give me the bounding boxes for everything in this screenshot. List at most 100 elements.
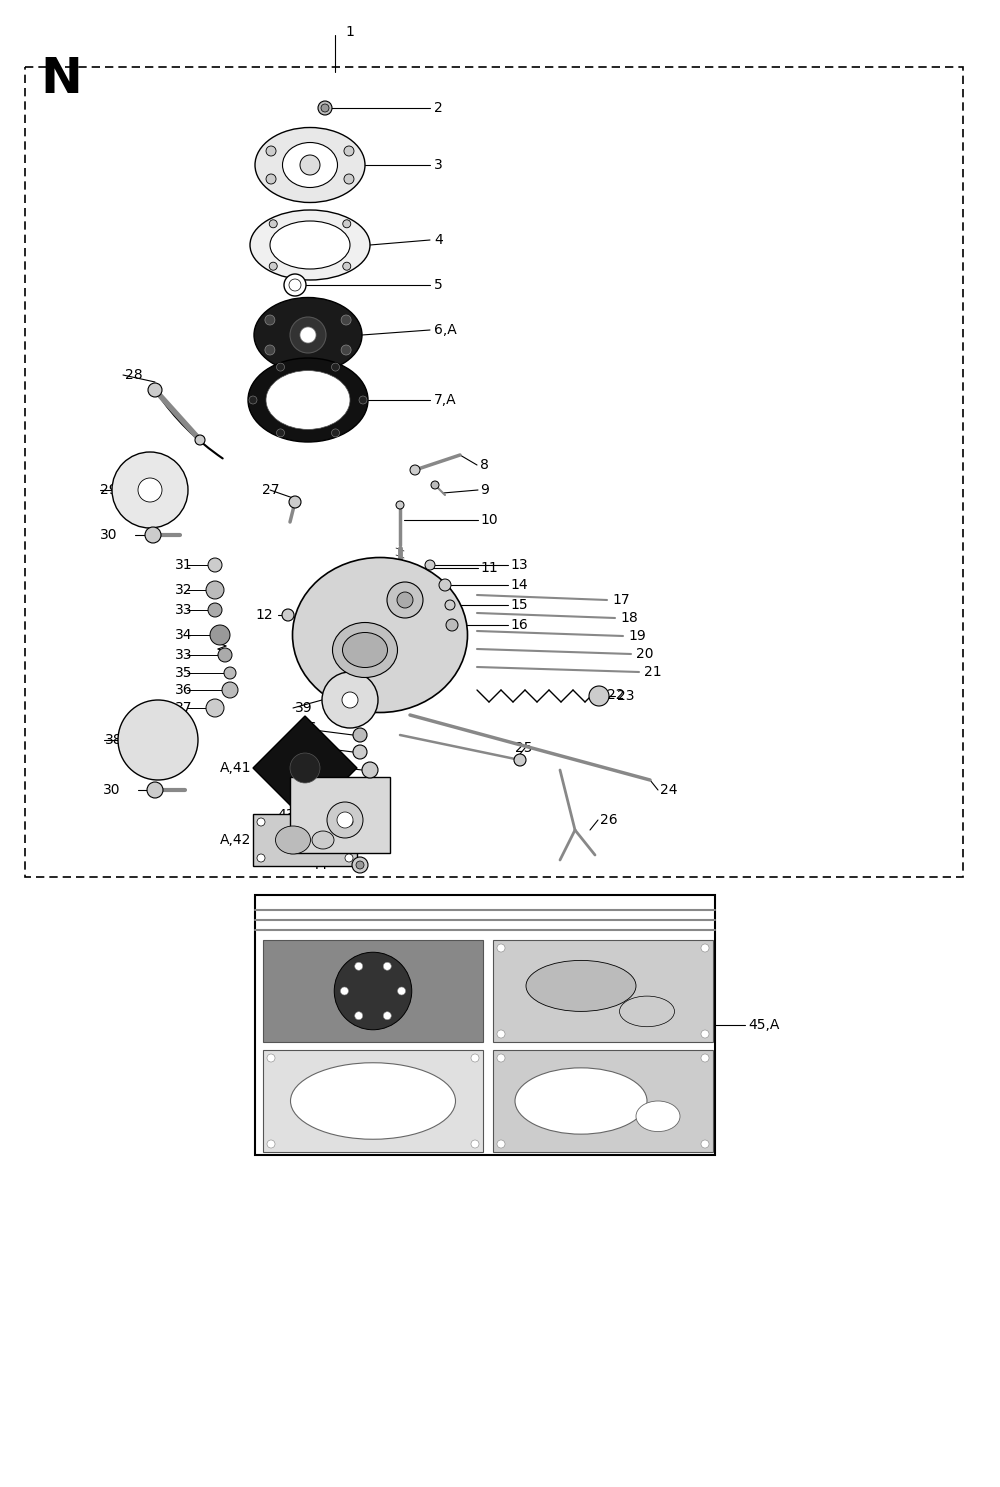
Ellipse shape — [283, 143, 338, 187]
Circle shape — [222, 683, 238, 697]
Text: 31: 31 — [175, 558, 193, 572]
Ellipse shape — [292, 558, 468, 712]
Circle shape — [344, 174, 354, 184]
Text: 16: 16 — [510, 619, 528, 632]
Circle shape — [266, 174, 276, 184]
Circle shape — [265, 315, 275, 326]
Text: 34: 34 — [175, 628, 192, 642]
Text: 30: 30 — [100, 528, 118, 541]
Text: 36: 36 — [175, 683, 193, 697]
Circle shape — [267, 1141, 275, 1148]
Text: 40: 40 — [305, 755, 322, 770]
Bar — [263, 1050, 483, 1152]
Text: 28: 28 — [125, 367, 143, 382]
Ellipse shape — [526, 961, 636, 1011]
Circle shape — [387, 581, 423, 619]
Text: 20: 20 — [636, 647, 654, 662]
Ellipse shape — [254, 297, 362, 373]
Text: 23: 23 — [617, 688, 635, 703]
Text: 5: 5 — [434, 278, 443, 291]
Text: 33: 33 — [175, 648, 192, 662]
Circle shape — [276, 428, 285, 437]
Text: 14: 14 — [510, 578, 528, 592]
Circle shape — [345, 854, 353, 862]
Text: 37: 37 — [175, 700, 192, 715]
Ellipse shape — [312, 831, 334, 849]
Circle shape — [318, 101, 332, 114]
Ellipse shape — [266, 370, 350, 430]
Polygon shape — [253, 813, 357, 865]
Text: 26: 26 — [600, 813, 618, 827]
Circle shape — [195, 436, 205, 445]
Circle shape — [445, 599, 455, 610]
Circle shape — [446, 619, 458, 630]
Circle shape — [701, 944, 709, 952]
Circle shape — [145, 526, 161, 543]
Circle shape — [343, 262, 351, 271]
Text: 4: 4 — [434, 233, 443, 247]
Ellipse shape — [636, 1100, 680, 1132]
Text: 36: 36 — [300, 721, 318, 735]
Circle shape — [701, 1141, 709, 1148]
Bar — [25, 67, 963, 877]
Circle shape — [353, 729, 367, 742]
Circle shape — [343, 220, 351, 228]
Circle shape — [112, 452, 188, 528]
Circle shape — [425, 561, 435, 570]
Polygon shape — [253, 717, 357, 819]
Circle shape — [340, 987, 348, 995]
Text: 44: 44 — [310, 858, 328, 871]
Text: 10: 10 — [480, 513, 498, 526]
Text: 7,A: 7,A — [434, 393, 457, 407]
Circle shape — [206, 699, 224, 717]
Circle shape — [337, 812, 353, 828]
Circle shape — [431, 480, 439, 489]
Circle shape — [289, 497, 301, 509]
Circle shape — [269, 220, 277, 228]
Circle shape — [138, 477, 162, 503]
Circle shape — [471, 1141, 479, 1148]
Text: 39: 39 — [295, 700, 313, 715]
Circle shape — [334, 952, 412, 1030]
Circle shape — [701, 1054, 709, 1062]
Ellipse shape — [255, 128, 365, 202]
Text: N: N — [40, 55, 82, 103]
Circle shape — [148, 384, 162, 397]
Ellipse shape — [250, 210, 370, 280]
Circle shape — [353, 745, 367, 758]
Circle shape — [383, 1011, 391, 1020]
Text: 33: 33 — [175, 604, 192, 617]
Text: 27: 27 — [262, 483, 280, 497]
Text: A,41: A,41 — [220, 761, 252, 775]
Circle shape — [471, 1054, 479, 1062]
Text: 32: 32 — [175, 583, 192, 596]
Circle shape — [300, 327, 316, 343]
Ellipse shape — [342, 632, 388, 668]
Circle shape — [332, 428, 340, 437]
Text: 25: 25 — [515, 741, 532, 755]
Circle shape — [321, 104, 329, 112]
Ellipse shape — [515, 1068, 647, 1135]
Circle shape — [266, 146, 276, 156]
Text: 11: 11 — [480, 561, 498, 575]
Circle shape — [218, 648, 232, 662]
Ellipse shape — [290, 1063, 456, 1139]
Circle shape — [342, 691, 358, 708]
Text: 22: 22 — [607, 688, 624, 702]
Circle shape — [265, 345, 275, 355]
Circle shape — [249, 396, 257, 404]
Circle shape — [290, 752, 320, 784]
Circle shape — [397, 592, 413, 608]
Circle shape — [345, 818, 353, 825]
Circle shape — [410, 465, 420, 474]
Text: 9: 9 — [480, 483, 489, 497]
Circle shape — [267, 1054, 275, 1062]
Text: 30: 30 — [103, 784, 120, 797]
Circle shape — [352, 857, 368, 873]
Circle shape — [355, 962, 363, 970]
Bar — [255, 895, 715, 1155]
Circle shape — [383, 962, 391, 970]
Text: 38: 38 — [105, 733, 123, 746]
Circle shape — [497, 944, 505, 952]
Circle shape — [701, 1030, 709, 1038]
